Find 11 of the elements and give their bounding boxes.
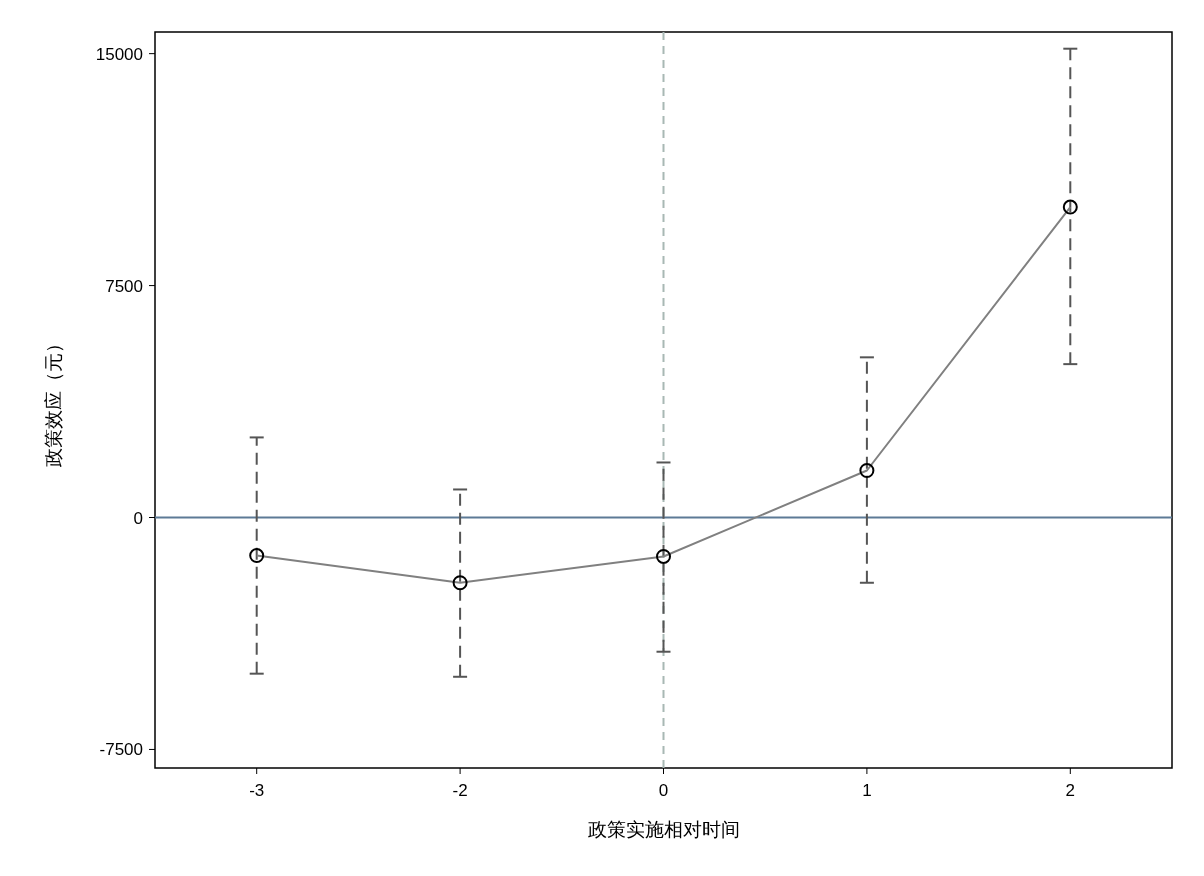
x-tick-label: 1 [862, 781, 872, 800]
x-tick-label: 0 [658, 781, 669, 800]
y-tick-label: 15000 [95, 44, 143, 64]
y-tick-label: -7500 [99, 740, 143, 760]
y-axis-title: 政策效应（元） [43, 333, 64, 467]
y-tick-label: 0 [133, 508, 143, 528]
y-tick-label: 7500 [105, 276, 143, 296]
x-tick-label: -3 [249, 781, 265, 800]
x-tick-label: -2 [452, 781, 468, 800]
x-tick-label: 2 [1065, 781, 1076, 800]
x-axis-title: 政策实施相对时间 [587, 819, 740, 840]
